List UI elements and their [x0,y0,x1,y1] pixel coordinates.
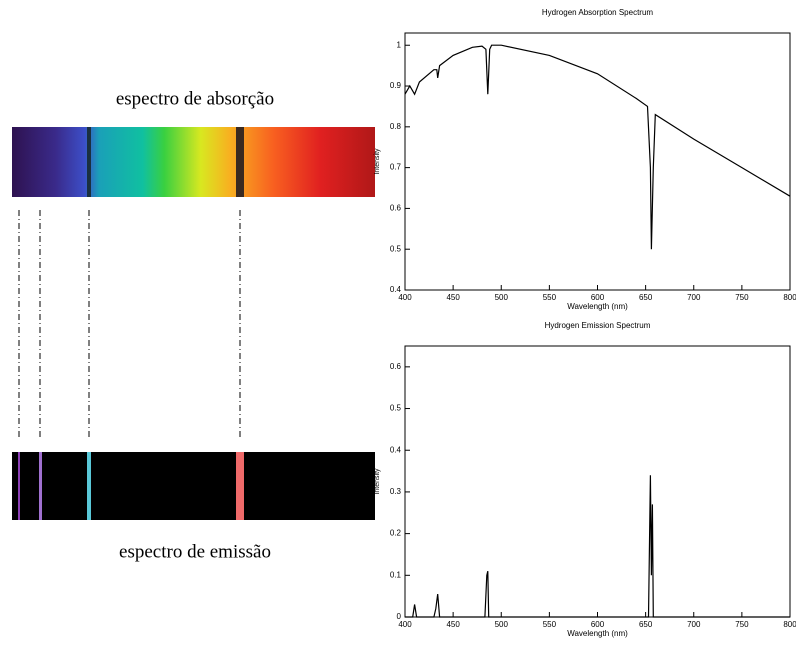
absorption-line [236,127,244,197]
x-tick-label: 650 [639,620,653,629]
y-tick-label: 0.7 [390,163,402,172]
spectrum-line [404,44,791,250]
emission-line [236,452,244,520]
x-tick-label: 800 [783,620,796,629]
x-tick-label: 500 [495,620,509,629]
y-tick-label: 0.4 [390,285,402,294]
x-tick-label: 700 [687,620,701,629]
x-tick-label: 600 [591,620,605,629]
y-tick-label: 0.5 [390,404,402,413]
emission-line [39,452,42,520]
x-tick-label: 750 [735,293,749,302]
emission-band [12,452,375,520]
emission-line [87,452,91,520]
absorption-label: espectro de absorção [116,88,274,109]
x-tick-label: 400 [398,620,412,629]
x-tick-label: 500 [495,293,509,302]
emission-label: espectro de emissão [119,541,271,562]
plot-frame [404,345,791,618]
x-axis-label: Wavelength (nm) [567,302,628,311]
y-tick-label: 0.4 [390,445,402,454]
x-tick-label: 600 [591,293,605,302]
y-tick-label: 0.5 [390,244,402,253]
x-tick-label: 400 [398,293,412,302]
x-tick-label: 550 [543,293,557,302]
y-tick-label: 0.8 [390,122,402,131]
absorption-band [12,127,375,197]
y-tick-label: 0 [397,612,402,621]
chart-title: Hydrogen Absorption Spectrum [542,8,654,17]
x-tick-label: 800 [783,293,796,302]
connector-lines [18,210,241,440]
y-tick-label: 0.6 [390,204,402,213]
x-tick-label: 450 [446,620,460,629]
y-tick-label: 1 [397,40,402,49]
emission-line [18,452,20,520]
x-tick-label: 650 [639,293,653,302]
x-tick-label: 550 [543,620,557,629]
x-tick-label: 700 [687,293,701,302]
y-tick-label: 0.6 [390,362,402,371]
x-tick-label: 750 [735,620,749,629]
x-axis-label: Wavelength (nm) [567,629,628,638]
absorption-line [87,127,91,197]
y-tick-label: 0.1 [390,570,402,579]
y-axis-label: Intensity [374,148,381,175]
y-axis-label: Intensity [374,468,381,495]
y-tick-label: 0.2 [390,529,402,538]
chart-title: Hydrogen Emission Spectrum [545,321,651,330]
y-tick-label: 0.9 [390,81,402,90]
x-tick-label: 450 [446,293,460,302]
y-tick-label: 0.3 [390,487,402,496]
spectrum-line [405,475,790,618]
